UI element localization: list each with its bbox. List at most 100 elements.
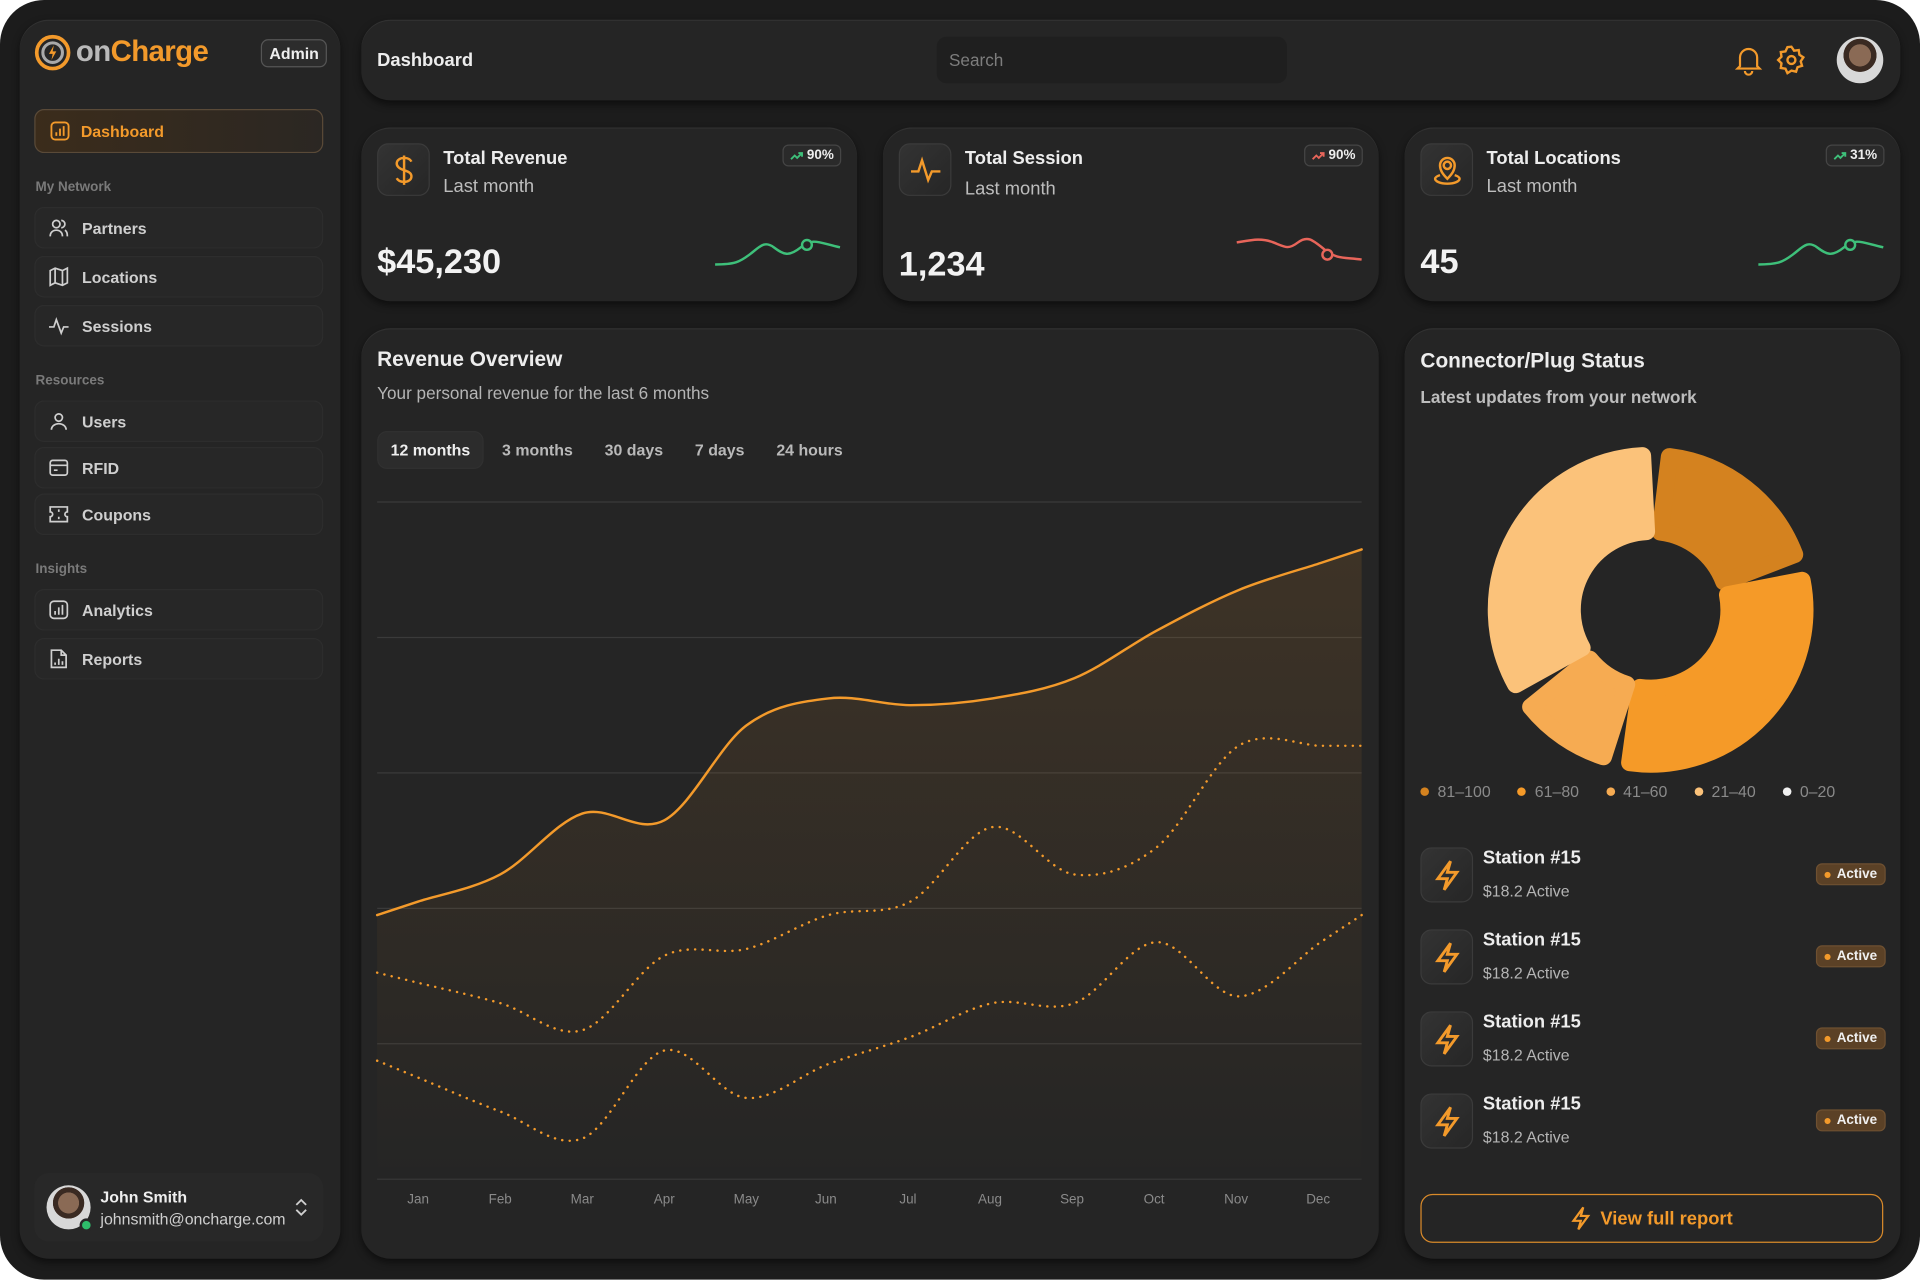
tab-7-days[interactable]: 7 days [694,440,745,460]
trend-badge: 31% [1825,144,1885,167]
stat-title: Total Session [964,148,1083,169]
station-icon-box [1420,1011,1474,1067]
user-profile[interactable]: John Smith johnsmith@oncharge.com [34,1173,324,1242]
trend-up-icon [1833,152,1847,160]
series-line-1 [375,548,1363,917]
chevron-up-down-icon[interactable] [294,1198,309,1218]
section-title: Resources [35,373,105,389]
station-icon-box [1420,929,1474,985]
map-icon [49,266,69,287]
status-label: Active [1836,866,1878,882]
station-icon-box [1420,847,1474,903]
sidebar-item-label: Sessions [82,316,152,335]
sidebar: on Charge Admin Dashboard My Network Part… [19,19,341,1259]
card-icon [49,459,69,476]
station-list-item[interactable]: Station #15 $18.2 Active Active [1420,1011,1886,1072]
dollar-icon [394,154,413,185]
bell-icon[interactable] [1734,44,1763,76]
tab-24-hours[interactable]: 24 hours [776,440,843,460]
station-name: Station #15 [1482,847,1581,869]
x-tick-label: Jun [815,1192,837,1207]
station-detail: $18.2 Active [1482,963,1570,983]
sidebar-item-locations[interactable]: Locations [34,255,324,298]
lightning-icon [1434,1023,1460,1055]
lightning-icon [1434,941,1460,973]
trend-badge: 90% [782,144,842,167]
station-name: Station #15 [1482,1011,1581,1033]
station-detail: $18.2 Active [1482,1045,1570,1065]
station-name: Station #15 [1482,1093,1581,1115]
x-tick-label: Mar [571,1192,595,1207]
sidebar-item-analytics[interactable]: Analytics [34,588,324,631]
sidebar-item-sessions[interactable]: Sessions [34,304,324,347]
search-input[interactable] [936,36,1287,84]
trend-value: 90% [806,148,834,163]
logo-icon [34,34,71,71]
legend-item: 21–40 [1694,782,1756,801]
page-title: Dashboard [377,50,474,72]
legend-label: 0–20 [1799,782,1836,801]
series-line-2 [375,737,1363,1033]
sparkline [1236,237,1362,261]
stat-value: 1,234 [898,244,985,283]
role-badge: Admin [260,39,328,68]
tab-30-days[interactable]: 30 days [604,440,664,460]
logo[interactable]: on Charge [34,34,209,71]
legend-swatch [1694,787,1703,796]
stat-card-sessions: Total Session Last month 90% 1,234 [882,127,1379,302]
status-donut-chart [1487,447,1814,773]
sidebar-item-users[interactable]: Users [34,400,324,443]
status-label: Active [1836,948,1878,964]
sidebar-item-rfid[interactable]: RFID [34,446,324,489]
donut-segment [1522,650,1636,766]
x-tick-label: Jul [899,1192,916,1207]
view-full-report-button[interactable]: View full report [1420,1193,1884,1243]
user-email: johnsmith@oncharge.com [100,1209,286,1228]
x-tick-label: Dec [1306,1192,1330,1207]
sidebar-item-partners[interactable]: Partners [34,206,324,249]
tab-3-months[interactable]: 3 months [502,440,573,460]
sidebar-item-coupons[interactable]: Coupons [34,493,324,536]
sidebar-item-dashboard[interactable]: Dashboard [34,108,324,154]
map-pin-icon [1433,156,1461,185]
station-list-item[interactable]: Station #15 $18.2 Active Active [1420,929,1886,990]
users-icon [49,219,69,237]
station-list-item[interactable]: Station #15 $18.2 Active Active [1420,1093,1886,1154]
tab-12-months[interactable]: 12 months [377,431,484,469]
section-title: My Network [35,180,112,195]
legend-item: 0–20 [1782,782,1836,801]
status-badge: Active [1815,863,1886,886]
stat-subtitle: Last month [443,176,535,198]
sidebar-item-reports[interactable]: Reports [34,637,324,680]
panel-title: Connector/Plug Status [1420,348,1645,373]
legend-item: 41–60 [1605,782,1668,801]
stat-value: 45 [1420,242,1459,281]
station-detail: $18.2 Active [1482,1127,1570,1147]
station-name: Station #15 [1482,929,1581,951]
ticket-icon [49,506,69,523]
status-dot [1824,1035,1831,1042]
sidebar-item-label: Coupons [82,505,152,524]
time-range-tabs: 12 months 3 months 30 days 7 days 24 hou… [377,431,856,469]
legend-item: 81–100 [1420,782,1491,801]
legend-swatch [1782,787,1792,796]
trend-badge: 90% [1304,144,1363,167]
legend-swatch [1420,787,1429,796]
status-label: Active [1836,1031,1878,1046]
section-title: Insights [35,562,88,577]
trend-value: 31% [1850,148,1878,163]
status-badge: Active [1815,945,1886,968]
legend-swatch [1517,787,1527,796]
station-icon-box [1420,1093,1474,1149]
trend-up-icon [790,152,803,160]
gear-icon[interactable] [1776,44,1808,76]
series-line-3 [375,913,1363,1142]
lightning-icon [1571,1206,1591,1231]
header-avatar[interactable] [1836,36,1884,84]
sidebar-item-label: Reports [82,649,143,668]
donut-segment [1487,447,1656,694]
brand-name-part1: on [75,35,111,69]
legend-label: 41–60 [1623,782,1668,801]
station-list-item[interactable]: Station #15 $18.2 Active Active [1420,847,1886,908]
